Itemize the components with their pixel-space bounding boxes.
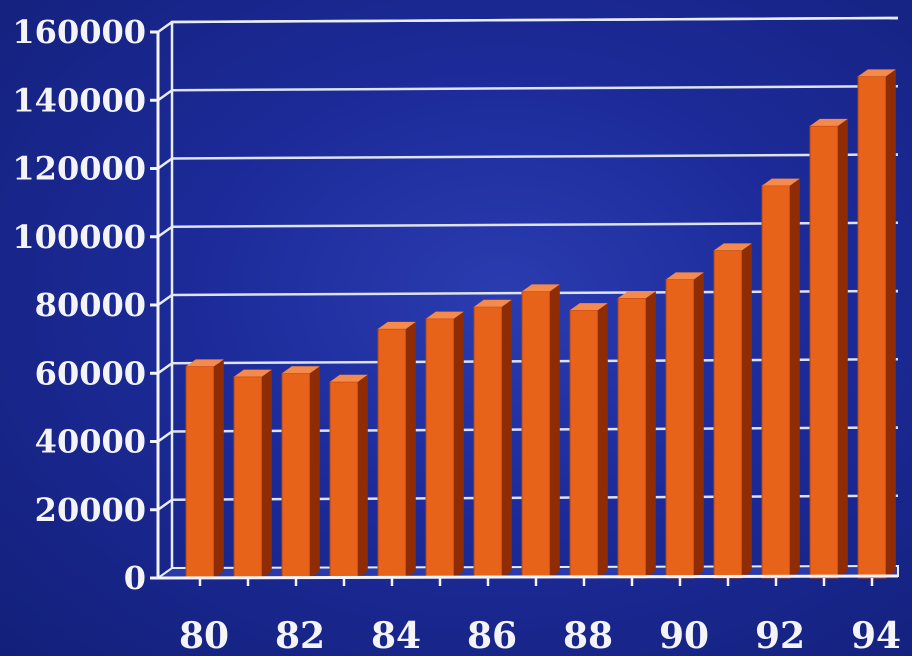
gridline-side [157,20,173,34]
bar [281,372,311,579]
bar-side [214,359,224,578]
bar [233,376,263,579]
bar-top [474,299,512,307]
bar-side [598,303,608,578]
bar [329,381,359,579]
bar [809,125,839,579]
bar-top [618,291,656,299]
bar [761,185,791,579]
bar [569,309,599,579]
bar [473,306,503,579]
y-tick-label: 20000 [35,491,146,529]
y-tick-label: 120000 [12,150,146,188]
bar [665,278,695,579]
gridline-side [157,225,173,238]
bar-top [570,303,608,311]
bar-top [426,311,464,319]
bar-top [234,369,272,377]
y-tick-label: 0 [124,559,146,597]
x-tick-label: 86 [467,615,517,656]
bar-top [378,321,416,329]
bar-top [810,118,848,126]
bar [377,328,407,579]
y-tick-label: 40000 [35,423,146,461]
gridline-side [157,89,173,102]
bar [425,318,455,579]
bar-side [310,366,320,578]
y-tick-label: 100000 [12,218,146,256]
x-tick-label: 82 [275,615,325,656]
gridline-side [157,293,173,307]
bar-side [454,311,464,578]
x-tick-label: 90 [659,615,709,656]
x-tick-label: 80 [179,615,229,656]
bar-side [742,243,752,578]
bar-top [282,366,320,374]
x-tick-label: 84 [371,615,421,656]
bar-top [714,243,752,251]
y-tick-label: 80000 [35,286,146,324]
x-tick-label: 92 [755,615,805,656]
gridline-side [157,430,173,443]
bar-side [502,299,512,578]
bar-top [330,374,368,382]
bar [857,75,887,579]
gridline-side [157,498,173,511]
gridline [171,85,899,92]
bar-side [550,284,560,578]
gridline-side [157,362,173,375]
gridline-side [157,157,173,170]
bar-side [694,272,704,578]
bar-side [790,178,800,578]
gridline [171,153,899,160]
x-axis [157,574,899,580]
y-tick-label: 60000 [35,354,146,392]
bar [521,290,551,579]
x-tick-label: 88 [563,615,613,656]
gridline [171,16,899,24]
bar-top [186,359,224,367]
bar-top [762,178,800,186]
bar-side [838,118,848,578]
bar-side [358,374,368,578]
x-tick-label: 94 [851,615,901,656]
bar [617,297,647,579]
bar-side [406,321,416,578]
y-tick-label: 160000 [12,13,146,51]
bar [185,365,215,579]
bar-top [858,69,896,77]
bar-top [522,284,560,292]
bar-side [646,291,656,578]
bar-side [262,369,272,578]
bar [713,249,743,579]
bar-side [886,69,896,579]
y-tick-label: 140000 [12,81,146,119]
bar-top [666,272,704,280]
